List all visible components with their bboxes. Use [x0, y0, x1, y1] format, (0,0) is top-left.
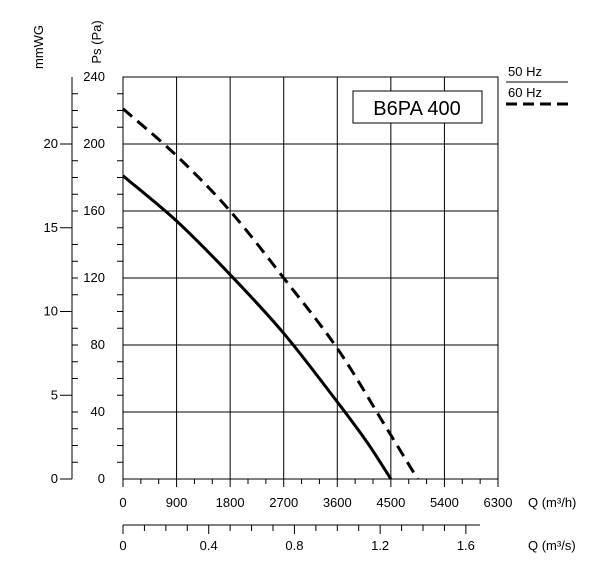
- x-secondary-tick-label: 0.8: [285, 538, 303, 553]
- grid: [122, 76, 499, 480]
- legend: 50 Hz 60 Hz: [506, 64, 568, 106]
- y-secondary-tick-label: 5: [51, 387, 58, 402]
- y-secondary-tick-label: 15: [44, 220, 58, 235]
- x-primary-tick-label: 6300: [484, 495, 513, 510]
- x-secondary-tick-label: 1.2: [371, 538, 389, 553]
- legend-label-50hz: 50 Hz: [508, 64, 542, 79]
- y-primary-tick-label: 120: [83, 270, 105, 285]
- series-line-60hz: [122, 107, 419, 480]
- y-secondary-axis-label: mmWG: [31, 25, 46, 69]
- tick-labels: 0 900 1800 2700 3600 4500 5400 6300 0 40 80 120 160 2…: [44, 69, 513, 553]
- x-primary-tick-label: 5400: [430, 495, 459, 510]
- legend-label-60hz: 60 Hz: [508, 85, 542, 100]
- series-lines: [122, 107, 419, 480]
- chart-title-box: [352, 90, 483, 124]
- x-primary-tick-label: 2700: [269, 495, 298, 510]
- chart-title: B6PA 400: [373, 98, 460, 120]
- y-primary-tick-label: 200: [83, 136, 105, 151]
- series-line-50hz: [122, 174, 393, 480]
- y-primary-tick-label: 240: [83, 69, 105, 84]
- x-primary-axis-label: Q (m³/h): [528, 495, 576, 510]
- y-primary-axis-label: Ps (Pa): [89, 20, 104, 63]
- y-secondary-tick-label: 0: [51, 471, 58, 486]
- y-primary-tick-label: 0: [98, 471, 105, 486]
- x-secondary-tick-label: 1.6: [457, 538, 475, 553]
- y-primary-tick-label: 160: [83, 203, 105, 218]
- x-primary-tick-label: 1800: [216, 495, 245, 510]
- y-primary-tick-label: 40: [91, 404, 105, 419]
- x-primary-tick-label: 4500: [376, 495, 405, 510]
- x-secondary-tick-label: 0: [119, 538, 126, 553]
- minor-ticks: [60, 77, 499, 534]
- x-primary-tick-label: 0: [119, 495, 126, 510]
- y-primary-tick-label: 80: [91, 337, 105, 352]
- y-secondary-tick-label: 10: [44, 304, 58, 319]
- x-secondary-axis-label: Q (m³/s): [528, 538, 576, 553]
- x-secondary-tick-label: 0.4: [200, 538, 218, 553]
- y-secondary-tick-label: 20: [44, 136, 58, 151]
- x-primary-tick-label: 3600: [323, 495, 352, 510]
- x-primary-tick-label: 900: [166, 495, 188, 510]
